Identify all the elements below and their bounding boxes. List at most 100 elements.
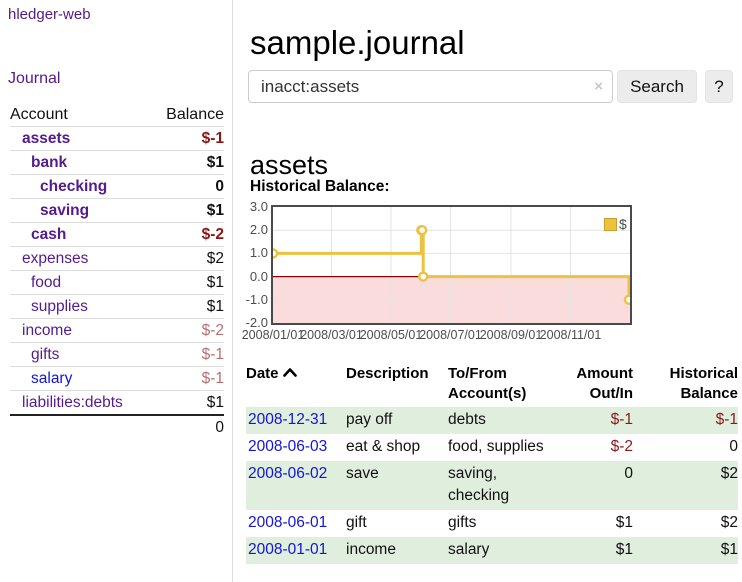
accounts-table-header-row: Account Balance <box>10 103 224 127</box>
clear-search-icon[interactable]: × <box>594 78 603 95</box>
transaction-accounts-text: food, supplies <box>448 438 544 455</box>
column-header-amount-out-in: Amount Out/In <box>556 362 633 407</box>
account-row: gifts $-1 <box>10 342 224 367</box>
account-heading: assets <box>250 150 329 181</box>
transaction-amount: 0 <box>624 465 633 482</box>
legend-swatch-icon <box>604 217 617 231</box>
transaction-description: income <box>346 541 396 558</box>
accounts-table: Account Balance assets $-1 bank $1 checking 0… <box>10 103 224 439</box>
transaction-row: 2008-06-02 save saving, checking 0 $2 <box>246 461 738 510</box>
data-point <box>417 271 429 282</box>
transaction-accounts: saving, checking <box>448 461 556 510</box>
account-link[interactable]: supplies <box>31 297 88 315</box>
search-form: × Search? <box>248 70 733 103</box>
account-balance: $1 <box>206 153 224 171</box>
account-link[interactable]: assets <box>22 129 71 147</box>
account-link[interactable]: food <box>31 273 62 291</box>
x-axis-tick-label: 2008/01/01 <box>241 328 305 342</box>
transaction-description: gift <box>346 514 367 531</box>
transaction-date-link[interactable]: 2008-06-01 <box>248 514 328 531</box>
chart-legend: $ <box>604 216 627 232</box>
column-header-historical-balance: Historical Balance <box>633 362 738 407</box>
account-balance: $1 <box>206 393 224 411</box>
search-input[interactable] <box>248 70 613 103</box>
transaction-date-link[interactable]: 2008-12-31 <box>248 411 328 428</box>
y-axis-tick-label: 0.0 <box>249 268 268 284</box>
help-button[interactable]: ? <box>705 70 733 103</box>
transaction-row: 2008-01-01 income salary $1 $1 <box>246 537 738 564</box>
account-link[interactable]: gifts <box>31 345 60 363</box>
chart-canvas <box>273 207 630 323</box>
account-row: food $1 <box>10 270 224 295</box>
transaction-accounts: debts <box>448 407 556 434</box>
account-link[interactable]: checking <box>40 177 108 195</box>
account-row: saving $1 <box>10 198 224 223</box>
account-link[interactable]: income <box>22 321 72 339</box>
account-link[interactable]: expenses <box>22 249 89 267</box>
x-axis-tick-label: 2008/09/01 <box>479 328 543 342</box>
account-row: assets $-1 <box>10 126 224 151</box>
transaction-date-link[interactable]: 2008-06-02 <box>248 465 328 482</box>
transaction-date-link[interactable]: 2008-06-03 <box>248 438 328 455</box>
page-title: sample.journal <box>250 24 465 62</box>
search-box: × <box>248 70 613 103</box>
transaction-accounts: gifts <box>448 510 556 537</box>
y-axis-tick-label: -2.0 <box>245 315 268 330</box>
account-link[interactable]: liabilities:debts <box>22 393 123 411</box>
transaction-date-link[interactable]: 2008-01-01 <box>248 541 328 558</box>
brand-link[interactable]: hledger-web <box>8 6 91 23</box>
accounts-total-row: 0 <box>10 415 224 439</box>
x-axis-tick-label: 2008/07/01 <box>419 328 482 342</box>
account-balance: $1 <box>206 273 224 291</box>
account-row: bank $1 <box>10 150 224 175</box>
column-header-label: Amount Out/In <box>576 365 633 402</box>
transaction-accounts-text: gifts <box>448 514 477 531</box>
transaction-accounts: food, supplies <box>448 434 556 461</box>
account-link[interactable]: saving <box>40 201 90 219</box>
accounts-header-account: Account <box>10 105 68 123</box>
account-link[interactable]: bank <box>31 153 68 171</box>
account-row: salary $-1 <box>10 366 224 391</box>
transaction-balance: $-1 <box>715 411 738 428</box>
search-button[interactable]: Search <box>617 70 697 103</box>
data-point <box>623 294 630 305</box>
account-row: income $-2 <box>10 318 224 343</box>
y-axis-tick-label: 1.0 <box>249 245 268 261</box>
accounts-header-balance: Balance <box>166 105 224 123</box>
sidebar: hledger-web Journal Account Balance asse… <box>0 0 233 582</box>
account-balance: $-2 <box>201 321 224 339</box>
transaction-balance: $2 <box>720 514 738 531</box>
transaction-row: 2008-06-03 eat & shop food, supplies $-2 0 <box>246 434 738 461</box>
account-balance: $-1 <box>201 369 224 387</box>
main-panel: sample.journal × Search? assets Historic… <box>242 0 738 582</box>
x-axis-tick-label: 2008/11/01 <box>539 328 602 342</box>
account-balance: $-1 <box>201 129 224 147</box>
chart-title: Historical Balance: <box>250 178 390 195</box>
account-balance: $1 <box>206 201 224 219</box>
transaction-description: pay off <box>346 411 393 428</box>
x-axis-tick-label: 2008/03/01 <box>300 328 363 342</box>
column-header-label: Historical Balance <box>669 365 738 402</box>
x-axis-tick-label: 2008/05/01 <box>359 328 423 342</box>
column-header-label: To/From Account(s) <box>448 365 527 402</box>
transaction-row: 2008-12-31 pay off debts $-1 $-1 <box>246 407 738 434</box>
y-axis-tick-label: -1.0 <box>245 291 268 307</box>
transaction-amount: $-2 <box>610 438 633 455</box>
column-header-label: Description <box>346 365 429 382</box>
transaction-balance: $1 <box>720 541 738 558</box>
account-balance: $-2 <box>201 225 224 243</box>
account-row: supplies $1 <box>10 294 224 319</box>
sort-ascending-icon <box>282 368 297 377</box>
account-balance: $1 <box>206 297 224 315</box>
sidebar-item-journal[interactable]: Journal <box>8 70 61 87</box>
transactions-table: Date Description To/From Account(s) Amount … <box>246 362 738 564</box>
account-balance: $-1 <box>201 345 224 363</box>
account-link[interactable]: salary <box>31 369 73 387</box>
column-header-date[interactable]: Date <box>246 362 346 407</box>
account-row: expenses $2 <box>10 246 224 271</box>
transaction-amount: $1 <box>615 514 633 531</box>
account-link[interactable]: cash <box>31 225 67 243</box>
transaction-description: save <box>346 465 379 482</box>
transaction-amount: $-1 <box>610 411 633 428</box>
